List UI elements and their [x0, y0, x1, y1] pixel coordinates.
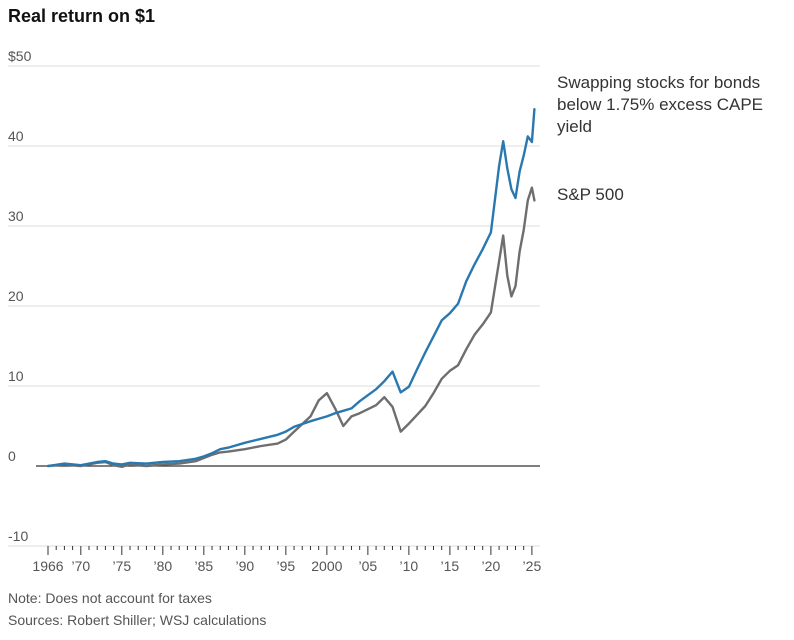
x-tick-label: 1966	[32, 558, 63, 574]
sp500-series-line	[46, 186, 536, 468]
series-lines	[46, 108, 536, 468]
x-tick-label: ’75	[112, 558, 131, 574]
x-tick-label: ’95	[277, 558, 296, 574]
y-tick-label: -10	[8, 528, 28, 544]
y-tick-label: 0	[8, 448, 16, 464]
y-tick-label: 30	[8, 208, 24, 224]
series-labels: Swapping stocks for bonds below 1.75% exc…	[557, 73, 763, 204]
y-tick-label: 40	[8, 128, 24, 144]
strategy-series-label: Swapping stocks for bonds below 1.75% exc…	[557, 73, 763, 136]
x-tick-label: ’20	[482, 558, 501, 574]
chart-title: Real return on $1	[8, 6, 156, 26]
y-axis-tick-labels: $50 40 30 20 10 0 -10	[8, 48, 32, 544]
y-tick-label: 20	[8, 288, 24, 304]
gridlines	[8, 65, 540, 547]
x-tick-label: ’85	[194, 558, 213, 574]
x-tick-label: ’15	[441, 558, 460, 574]
x-tick-label: ’70	[71, 558, 90, 574]
x-tick-label: ’05	[359, 558, 378, 574]
strategy-series-line	[46, 108, 536, 468]
line-chart: $50 40 30 20 10 0 -10 1966 ’70 ’75 ’80 ’85 ’90 ’95 20…	[8, 48, 763, 574]
note-text: Note: Does not account for taxes	[8, 590, 212, 606]
x-axis: 1966 ’70 ’75 ’80 ’85 ’90 ’95 2000 ’05 ’10 ’15 ’20 ’2…	[32, 546, 541, 574]
y-tick-label: 10	[8, 368, 24, 384]
sources-text: Sources: Robert Shiller; WSJ calculation…	[8, 612, 267, 628]
x-tick-label: ’25	[523, 558, 542, 574]
y-tick-label: $50	[8, 48, 32, 64]
x-tick-label: ’90	[235, 558, 254, 574]
x-tick-label: 2000	[311, 558, 342, 574]
sp500-series-label: S&P 500	[557, 185, 624, 204]
x-tick-label: ’10	[400, 558, 419, 574]
x-tick-label: ’80	[153, 558, 172, 574]
